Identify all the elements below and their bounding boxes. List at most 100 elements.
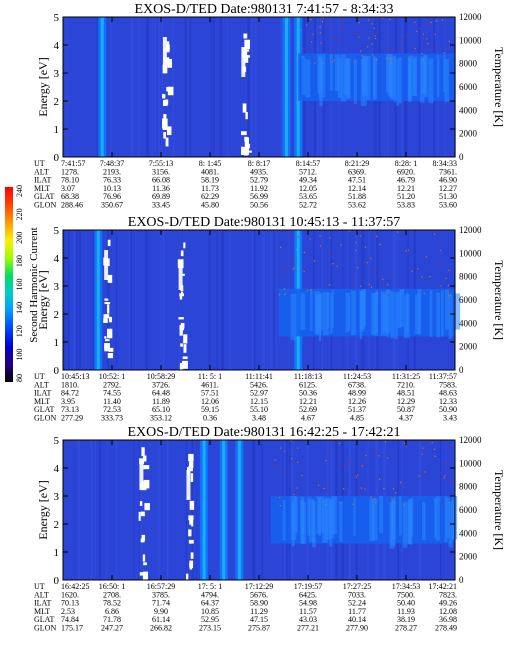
speckle xyxy=(389,275,391,278)
stripe xyxy=(151,17,154,157)
speckle xyxy=(382,283,384,285)
table-cell: 350.67 xyxy=(101,201,123,210)
stripe xyxy=(195,440,197,580)
stripe xyxy=(154,17,157,157)
speckle xyxy=(378,455,380,457)
y2-tick-label: 2000 xyxy=(459,552,478,562)
table-cell: 2193. xyxy=(103,167,121,176)
white-streak xyxy=(139,572,145,576)
stripe xyxy=(247,17,250,157)
white-streak xyxy=(178,260,183,290)
speckle xyxy=(297,447,299,449)
table-cell: 353.12 xyxy=(150,414,172,423)
white-streak xyxy=(108,347,114,352)
density-streak xyxy=(379,496,384,534)
speckle xyxy=(425,474,427,477)
speckle xyxy=(375,32,377,34)
white-streak xyxy=(179,362,183,373)
stripe xyxy=(210,17,213,157)
density-streak xyxy=(428,58,434,104)
y-tick-label: 2 xyxy=(54,309,60,321)
speckle xyxy=(331,61,333,63)
table-cell: 50.87 xyxy=(397,405,415,414)
stripe xyxy=(252,440,254,580)
table-cell: 43.03 xyxy=(299,615,317,624)
speckle xyxy=(303,270,305,272)
speckle xyxy=(440,249,442,251)
density-streak xyxy=(386,289,391,334)
table-cell: 48.51 xyxy=(397,389,415,398)
speckle xyxy=(374,37,377,40)
white-streak xyxy=(108,316,113,323)
table-cell: 58.19 xyxy=(201,176,219,185)
speckle xyxy=(361,465,364,467)
table-cell: 12.21 xyxy=(397,184,415,193)
white-streak xyxy=(243,57,249,63)
speckle xyxy=(417,268,419,270)
density-streak xyxy=(390,56,396,100)
y2-tick-label: 2000 xyxy=(459,342,478,352)
table-cell: 46.79 xyxy=(397,176,415,185)
row-label: GLON xyxy=(34,414,56,423)
density-streak xyxy=(448,501,453,548)
density-streak xyxy=(399,288,405,327)
speckle xyxy=(368,37,370,39)
table-cell: 3726. xyxy=(152,380,170,389)
speckle xyxy=(301,44,303,46)
colorbar-tick: 180 xyxy=(15,255,24,267)
speckle xyxy=(284,472,286,474)
stripe xyxy=(188,17,192,157)
y2-tick-label: 4000 xyxy=(459,528,478,538)
table-cell: 64.48 xyxy=(152,389,170,398)
y-tick-label: 0 xyxy=(54,575,60,587)
white-streak xyxy=(188,529,192,537)
white-streak xyxy=(144,503,150,511)
density-streak xyxy=(402,501,408,548)
table-cell: 9.90 xyxy=(154,607,168,616)
table-cell: 17:12:29 xyxy=(245,582,273,591)
bright-band-core xyxy=(284,17,288,157)
speckle xyxy=(424,471,426,473)
y-axis-label: Energy [eV] xyxy=(36,57,50,116)
speckle xyxy=(443,52,445,54)
speckle xyxy=(302,56,304,58)
row-label: ALT xyxy=(34,590,49,599)
table-cell: 3.48 xyxy=(252,414,266,423)
table-cell: 16:42:25 xyxy=(61,582,89,591)
speckle xyxy=(297,236,299,238)
white-streak xyxy=(182,273,185,276)
speckle xyxy=(323,487,325,490)
table-cell: 78.10 xyxy=(61,176,79,185)
table-cell: 7583. xyxy=(439,380,457,389)
table-cell: 8:28: 1 xyxy=(395,159,417,168)
speckle xyxy=(360,487,362,489)
speckle xyxy=(379,243,381,246)
stripe xyxy=(184,17,188,157)
y2-tick-label: 0 xyxy=(459,575,464,585)
white-streak xyxy=(104,301,111,305)
table-cell: 12.29 xyxy=(397,397,415,406)
density-streak xyxy=(302,57,306,96)
speckle xyxy=(399,482,402,484)
stripe xyxy=(63,230,66,370)
y-axis-label: Energy [eV] xyxy=(36,480,50,539)
speckle xyxy=(319,235,321,237)
table-cell: 49.34 xyxy=(299,176,317,185)
speckle xyxy=(322,17,325,19)
stripe xyxy=(280,17,283,157)
speckle xyxy=(442,502,444,504)
density-streak xyxy=(390,500,396,547)
table-cell: 12.26 xyxy=(348,397,366,406)
speckle xyxy=(293,267,295,269)
table-cell: 12.27 xyxy=(439,184,457,193)
density-streak xyxy=(417,289,422,334)
stripe xyxy=(105,440,108,580)
table-cell: 275.87 xyxy=(248,624,270,633)
speckle xyxy=(361,55,363,57)
y-tick-label: 5 xyxy=(54,12,60,24)
y2-tick-label: 6000 xyxy=(459,82,478,92)
stripe xyxy=(116,230,118,370)
density-streak xyxy=(395,292,398,340)
density-streak xyxy=(387,54,393,97)
speckle xyxy=(411,55,413,57)
